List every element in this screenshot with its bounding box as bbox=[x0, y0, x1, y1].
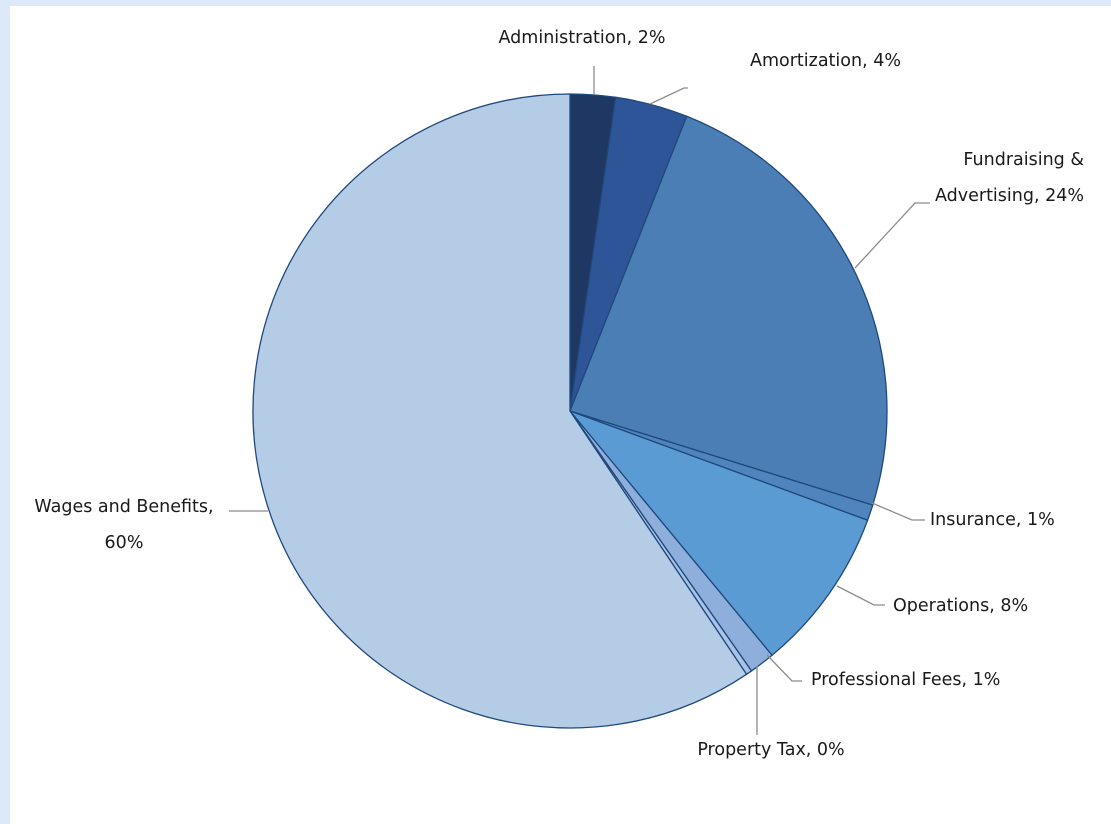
slice-label-1: Administration, 2% bbox=[499, 28, 666, 48]
pie-slice-3 bbox=[569, 115, 888, 506]
leader-lines bbox=[229, 66, 930, 735]
slice-label-4: Insurance, 1% bbox=[930, 510, 1055, 530]
leader-line-6 bbox=[766, 654, 802, 682]
pie-slices bbox=[252, 93, 888, 729]
leader-line-4 bbox=[871, 502, 925, 521]
slice-label-3: Fundraising & Advertising, 24% bbox=[935, 150, 1084, 206]
slice-label-2: Amortization, 4% bbox=[750, 51, 901, 71]
leader-line-3 bbox=[854, 202, 930, 269]
leader-line-2 bbox=[649, 87, 688, 105]
pie-slice-8 bbox=[252, 93, 748, 729]
pie-slice-5 bbox=[567, 409, 869, 657]
slice-labels: Administration, 2% Amortization, 4% Fundra… bbox=[34, 28, 1084, 760]
slice-label-7: Property Tax, 0% bbox=[697, 740, 844, 760]
slice-label-8: Wages and Benefits, 60% bbox=[34, 497, 213, 553]
leader-line-5 bbox=[836, 585, 885, 606]
slice-label-5: Operations, 8% bbox=[893, 596, 1028, 616]
slice-label-6: Professional Fees, 1% bbox=[811, 670, 1000, 690]
